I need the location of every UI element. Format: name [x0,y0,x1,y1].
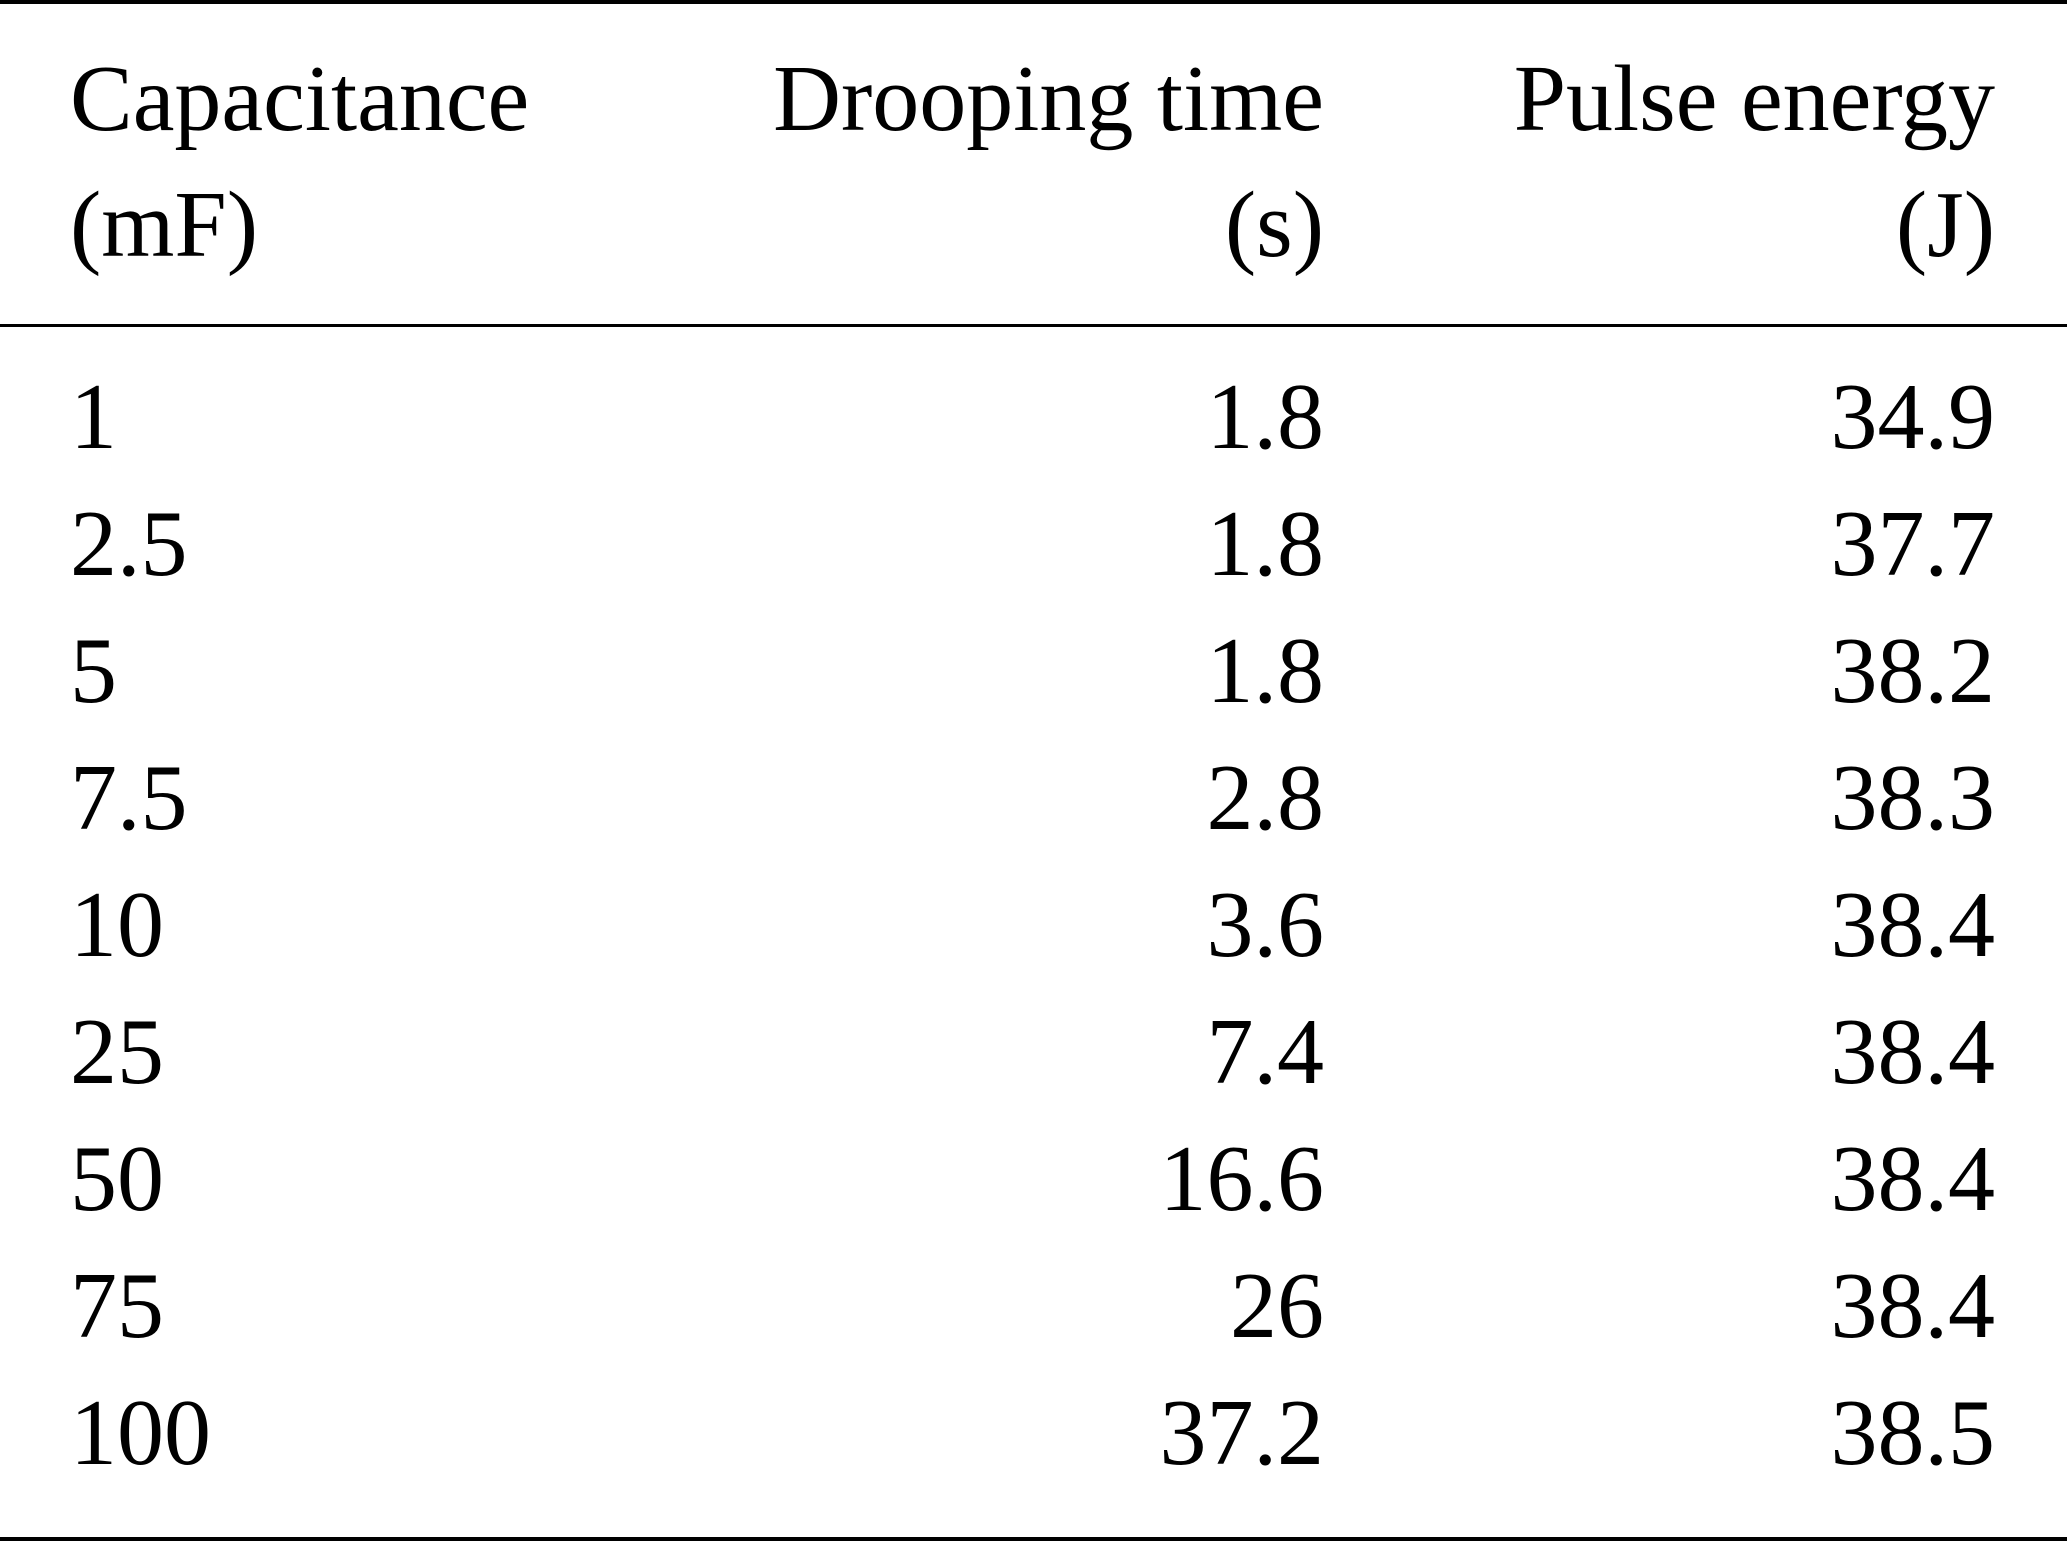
top-rule [0,0,2067,4]
header-capacitance: Capacitance (mF) [70,36,529,288]
cell-capacitance: 10 [70,873,164,977]
cell-drooping-time: 1.8 [1206,365,1325,469]
cell-capacitance: 50 [70,1127,164,1231]
table-row: 100 37.2 38.5 [0,1370,2067,1497]
cell-pulse-energy: 38.3 [1830,746,1996,850]
cell-pulse-energy: 38.4 [1830,1127,1996,1231]
cell-capacitance: 7.5 [70,746,188,850]
header-drooping-time-line2: (s) [1224,173,1324,277]
table-row: 7.5 2.8 38.3 [0,735,2067,862]
table-row: 2.5 1.8 37.7 [0,481,2067,608]
cell-drooping-time: 3.6 [1206,873,1325,977]
cell-drooping-time: 26 [1230,1254,1324,1358]
cell-pulse-energy: 38.5 [1830,1381,1996,1485]
bottom-rule [0,1537,2067,1541]
cell-capacitance: 25 [70,1000,164,1104]
cell-drooping-time: 1.8 [1206,619,1325,723]
header-pulse-energy-line2: (J) [1895,173,1995,277]
cell-pulse-energy: 38.4 [1830,873,1996,977]
header-drooping-time-line1: Drooping time [773,47,1324,151]
cell-capacitance: 1 [70,365,117,469]
cell-drooping-time: 37.2 [1159,1381,1325,1485]
table-body: 1 1.8 34.9 2.5 1.8 37.7 5 1.8 38.2 7.5 2… [0,354,2067,1497]
cell-pulse-energy: 37.7 [1830,492,1996,596]
cell-drooping-time: 2.8 [1206,746,1325,850]
cell-pulse-energy: 38.4 [1830,1254,1996,1358]
cell-pulse-energy: 38.4 [1830,1000,1996,1104]
header-pulse-energy-line1: Pulse energy [1513,47,1995,151]
header-capacitance-line2: (mF) [70,173,258,277]
table-row: 10 3.6 38.4 [0,862,2067,989]
header-capacitance-line1: Capacitance [70,47,530,151]
cell-drooping-time: 16.6 [1159,1127,1325,1231]
cell-pulse-energy: 34.9 [1830,365,1996,469]
cell-capacitance: 100 [70,1381,211,1485]
cell-drooping-time: 1.8 [1206,492,1325,596]
table-row: 5 1.8 38.2 [0,608,2067,735]
table-row: 50 16.6 38.4 [0,1116,2067,1243]
cell-capacitance: 5 [70,619,117,723]
cell-pulse-energy: 38.2 [1830,619,1996,723]
header-pulse-energy: Pulse energy (J) [1514,36,1995,288]
table-row: 25 7.4 38.4 [0,989,2067,1116]
cell-capacitance: 2.5 [70,492,188,596]
table-row: 75 26 38.4 [0,1243,2067,1370]
cell-drooping-time: 7.4 [1206,1000,1325,1104]
table-row: 1 1.8 34.9 [0,354,2067,481]
header-drooping-time: Drooping time (s) [773,36,1324,288]
header-rule [0,324,2067,327]
cell-capacitance: 75 [70,1254,164,1358]
